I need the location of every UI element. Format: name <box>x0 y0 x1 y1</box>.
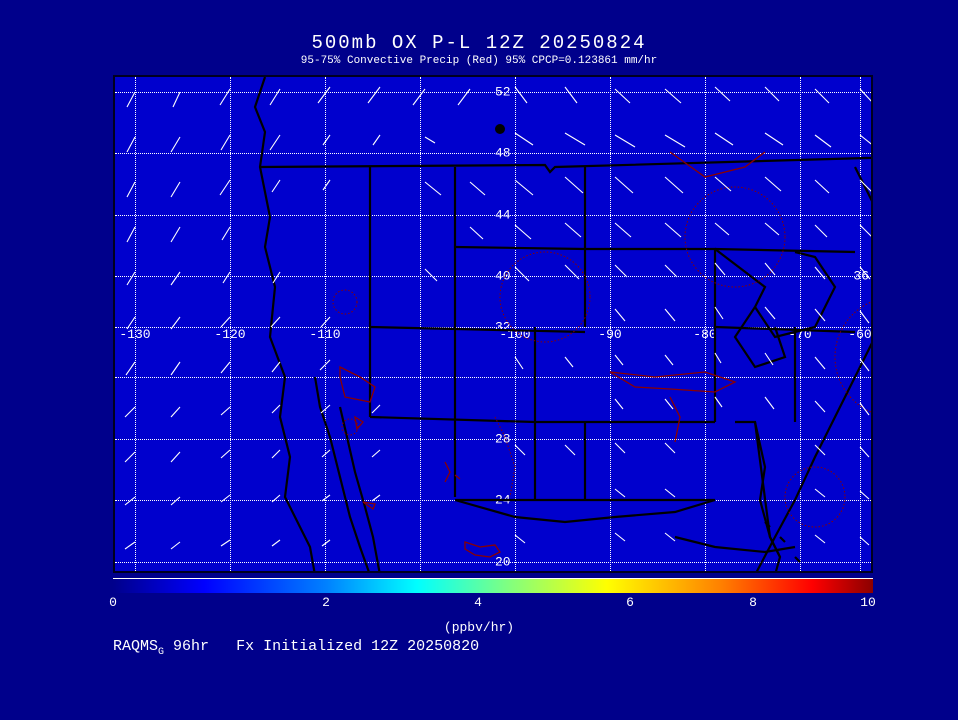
colorbar-tick-8: 8 <box>749 595 757 610</box>
colorbar-tick-6: 6 <box>626 595 634 610</box>
colorbar-ticks: 0 2 4 6 8 10 <box>113 593 873 613</box>
footer-info: RAQMSG 96hr Fx Initialized 12Z 20250820 <box>113 638 479 658</box>
map-subtitle: 95-75% Convective Precip (Red) 95% CPCP=… <box>0 55 958 67</box>
colorbar-tick-0: 0 <box>109 595 117 610</box>
wind-vector-field <box>125 87 873 549</box>
colorbar-unit-label: (ppbv/hr) <box>0 620 958 635</box>
footer-init-label: Fx Initialized 12Z 20250820 <box>236 638 479 655</box>
geography-and-vectors-overlay <box>115 77 873 573</box>
colorbar-gradient <box>113 578 873 593</box>
footer-model-subscript: G <box>158 647 164 658</box>
country-state-borders <box>255 77 873 573</box>
colorbar-tick-2: 2 <box>322 595 330 610</box>
map-title: 500mb OX P-L 12Z 20250824 <box>0 32 958 54</box>
colorbar-container[interactable]: 0 2 4 6 8 10 <box>113 578 873 596</box>
colorbar-tick-4: 4 <box>474 595 482 610</box>
footer-forecast-hour: 96hr <box>173 638 209 655</box>
map-plot-area[interactable]: -130 -120 -110 -100 -90 -80 -70 -60 52 4… <box>113 75 873 573</box>
weather-map-page: 500mb OX P-L 12Z 20250824 95-75% Convect… <box>0 0 958 720</box>
colorbar-tick-10: 10 <box>860 595 876 610</box>
map-feature-marker <box>495 124 505 134</box>
footer-model-name: RAQMS <box>113 638 158 655</box>
